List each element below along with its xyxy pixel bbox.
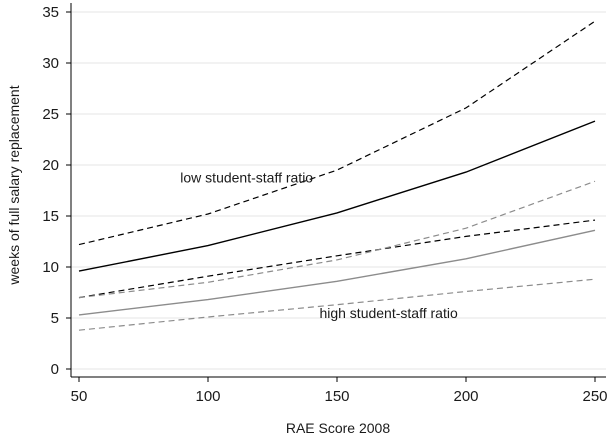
gridlines [71, 11, 606, 370]
x-axis-title: RAE Score 2008 [286, 420, 390, 436]
annotation-label: high student-staff ratio [319, 305, 457, 321]
series-line-high-ratio-estimate [78, 229, 596, 316]
y-tick-label: 10 [42, 259, 59, 276]
y-axis-title: weeks of full salary replacement [6, 85, 22, 285]
x-tick-label: 250 [582, 388, 607, 405]
x-axis-ticks: 50 100 150 200 250 [71, 377, 608, 405]
y-tick-label: 20 [42, 157, 59, 174]
series-line-low-ratio-lower-bound [78, 219, 596, 299]
x-tick-label: 100 [195, 388, 220, 405]
series-line-low-ratio-upper-bound [78, 20, 596, 246]
annotations: low student-staff ratio high student-staf… [180, 169, 458, 321]
y-tick-label: 5 [51, 310, 59, 327]
y-tick-label: 15 [42, 208, 59, 225]
y-tick-label: 0 [51, 361, 59, 378]
x-tick-label: 150 [324, 388, 349, 405]
series-line-low-ratio-estimate [78, 120, 596, 272]
y-tick-label: 30 [42, 55, 59, 72]
y-axis-ticks: 0 5 10 15 20 25 30 35 [42, 4, 71, 378]
annotation-label: low student-staff ratio [180, 169, 313, 185]
series-lines [78, 20, 596, 331]
x-tick-label: 50 [71, 388, 88, 405]
y-tick-label: 35 [42, 4, 59, 21]
x-tick-label: 200 [453, 388, 478, 405]
y-tick-label: 25 [42, 106, 59, 123]
series-line-high-ratio-upper-bound [78, 180, 596, 299]
series-line-high-ratio-lower-bound [78, 278, 596, 331]
